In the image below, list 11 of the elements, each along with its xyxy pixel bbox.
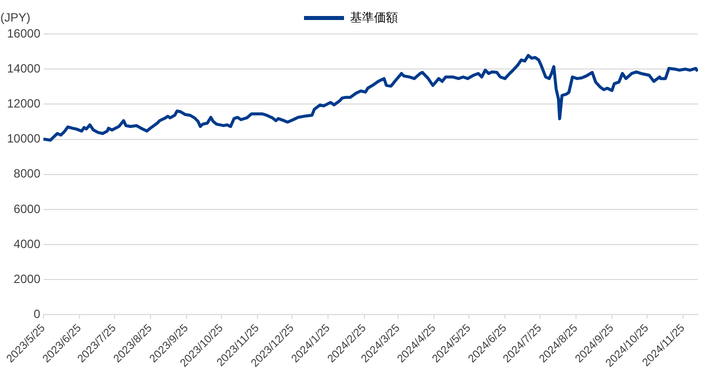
legend-label: 基準価額: [350, 10, 398, 24]
y-tick-label: 6000: [14, 202, 41, 216]
y-tick-label: 10000: [6, 132, 41, 146]
y-tick-label: 12000: [6, 96, 41, 110]
y-tick-label: 16000: [6, 26, 41, 40]
y-tick-label: 4000: [14, 236, 41, 251]
y-tick-label: 2000: [14, 272, 41, 286]
y-tick-label: 0: [34, 307, 41, 322]
y-tick-label: 14000: [6, 61, 41, 76]
y-axis-title: (JPY): [0, 10, 30, 24]
y-tick-label: 8000: [14, 166, 41, 181]
